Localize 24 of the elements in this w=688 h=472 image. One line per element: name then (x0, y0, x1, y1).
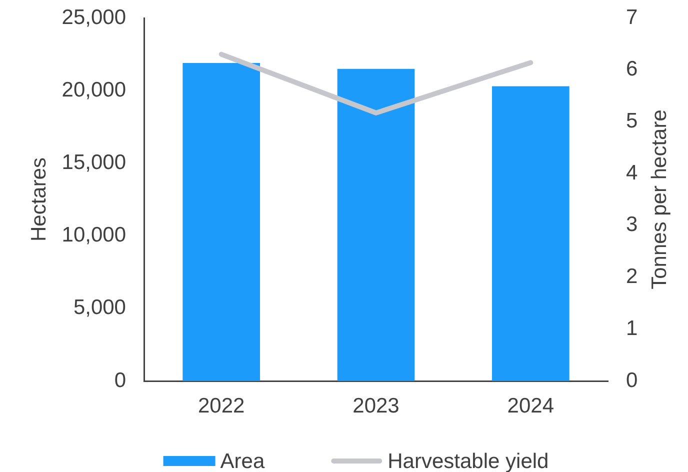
legend-label: Area (220, 450, 265, 472)
y2-axis-title: Tonnes per hectare (648, 110, 671, 290)
y2-tick-label: 4 (626, 161, 638, 184)
y2-tick-label: 5 (626, 110, 638, 133)
legend-label: Harvestable yield (388, 450, 549, 472)
y2-tick-label: 2 (626, 265, 638, 288)
y-axis-title: Hectares (27, 157, 50, 242)
bar (492, 86, 570, 381)
x-tick-label: 2022 (198, 394, 245, 418)
x-tick-label: 2024 (507, 394, 554, 418)
y-tick-label: 20,000 (62, 78, 126, 102)
y-tick-label: 5,000 (73, 296, 126, 320)
y2-tick-label: 6 (626, 58, 638, 81)
x-tick-label: 2023 (352, 394, 400, 418)
y2-tick-label: 3 (626, 213, 638, 236)
y2-tick-label: 7 (626, 6, 638, 29)
bar (337, 68, 415, 381)
y2-tick-label: 0 (626, 368, 638, 392)
y-tick-label: 15,000 (62, 150, 126, 174)
y-tick-label: 10,000 (62, 224, 126, 247)
y-tick-label: 0 (114, 368, 126, 392)
bar (182, 63, 260, 381)
y2-tick-label: 1 (626, 316, 638, 340)
y-tick-label: 25,000 (62, 6, 126, 29)
